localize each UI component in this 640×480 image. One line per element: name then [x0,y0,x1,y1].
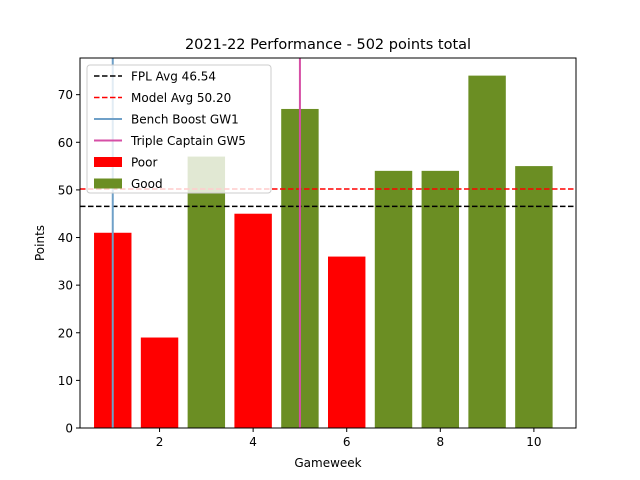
bar-gw10 [515,166,553,428]
x-tick-label: 4 [249,435,257,449]
legend-box [86,64,272,194]
bar-gw7 [374,170,413,428]
y-tick-label: 40 [58,231,73,245]
x-axis: 2 4 6 8 10 [156,428,542,449]
legend-label: Good [131,177,163,191]
y-tick-label: 50 [58,183,73,197]
x-tick-label: 2 [156,435,164,449]
bar-gw8 [421,170,460,428]
bar-gw3 [187,156,226,429]
y-tick-label: 70 [58,88,73,102]
bar-gw2 [140,337,179,428]
y-tick-label: 20 [58,326,73,340]
y-tick-label: 60 [58,136,73,150]
legend-label: FPL Avg 46.54 [131,70,216,84]
y-tick-label: 30 [58,279,73,293]
y-tick-label: 0 [65,422,73,436]
x-tick-label: 8 [436,435,444,449]
legend-swatch [94,178,122,189]
plot-frame [79,57,577,429]
legend-label: Bench Boost GW1 [131,113,239,127]
chart-title: 2021-22 Performance - 502 points total [185,37,471,53]
y-axis-label: Points [33,225,47,261]
bar-gw4 [234,213,272,428]
x-tick-label: 6 [343,435,351,449]
x-axis-label: Gameweek [294,456,361,470]
y-axis: 0 10 20 30 40 50 60 70 [58,88,80,436]
x-tick-label: 10 [526,435,541,449]
legend-label: Model Avg 50.20 [131,91,231,105]
legend-swatch [94,157,122,167]
legend-label: Triple Captain GW5 [130,134,246,148]
legend-label: Poor [131,156,157,170]
bar-gw9 [468,75,506,428]
y-tick-label: 10 [58,374,73,388]
legend: FPL Avg 46.54 Model Avg 50.20 Bench Boost … [86,64,272,194]
bar-gw6 [328,256,366,428]
